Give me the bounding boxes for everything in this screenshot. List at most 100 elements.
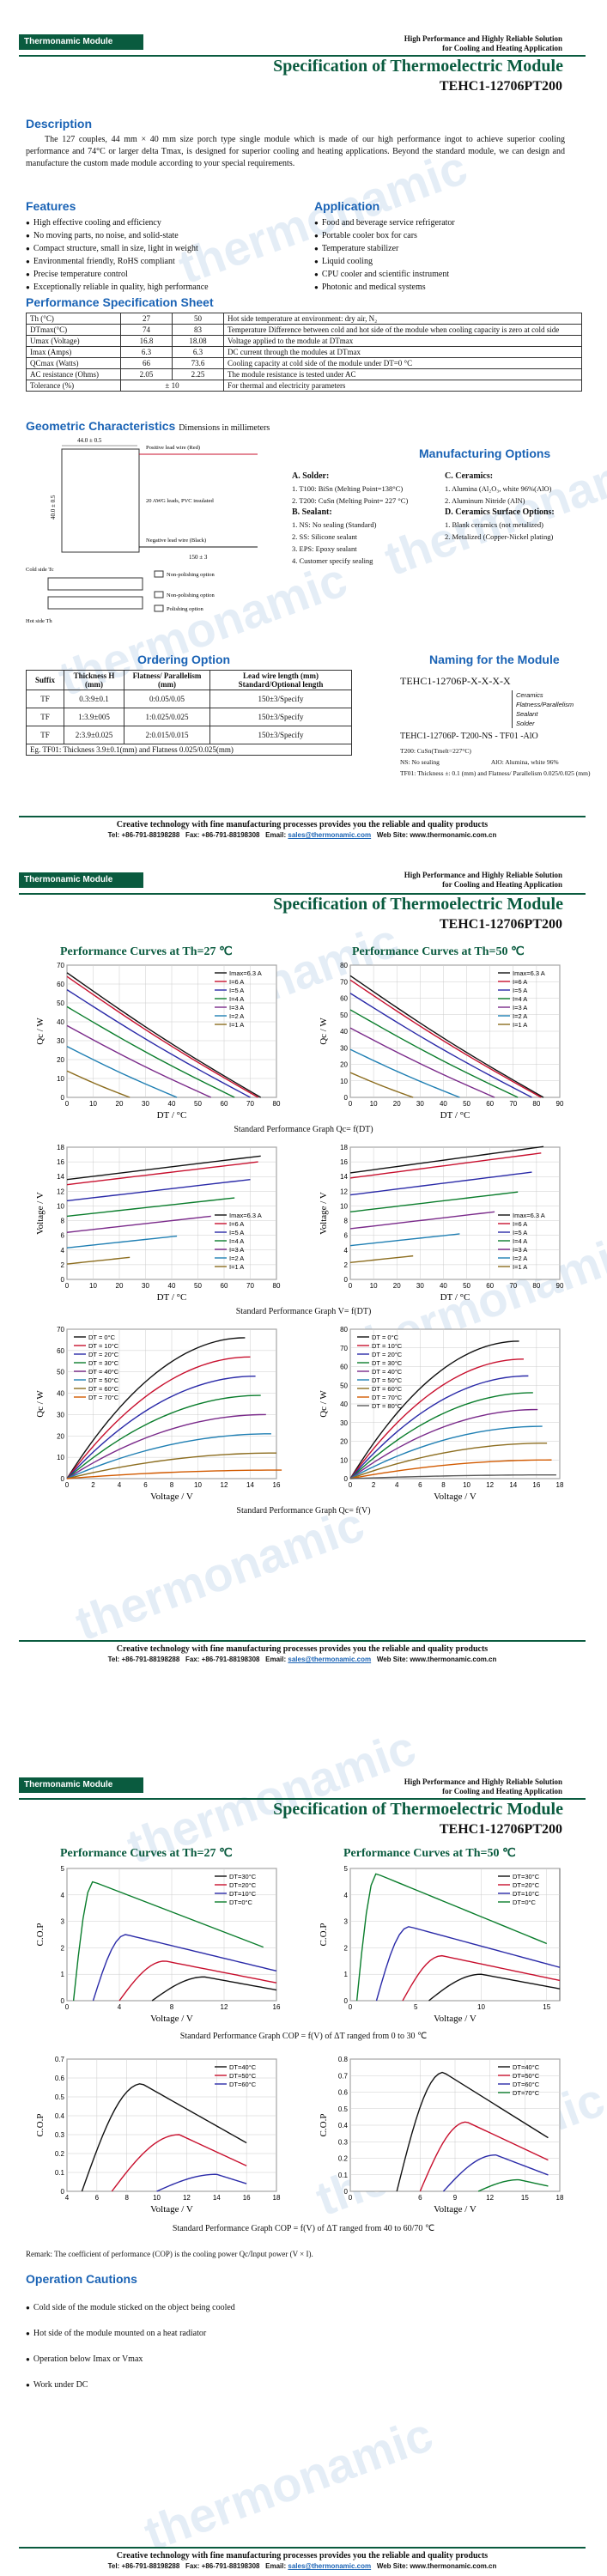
lead-length-label: 150 ± 3 xyxy=(189,554,208,561)
tagline-line2: for Cooling and Heating Application xyxy=(442,880,562,889)
legend-label: DT = 40°C xyxy=(88,1368,119,1376)
x-tick-label: 10 xyxy=(477,2003,485,2011)
list-item: Photonic and medical systems xyxy=(314,281,589,294)
x-tick-label: 0 xyxy=(349,2194,353,2202)
x-axis-label: Voltage / V xyxy=(434,2014,476,2024)
x-tick-label: 70 xyxy=(509,1100,517,1108)
legend-label: I=4 A xyxy=(513,995,527,1003)
features-heading: Features xyxy=(26,199,76,213)
table-cell: 6.3 xyxy=(172,346,224,358)
y-tick-label: 0 xyxy=(61,1475,65,1483)
chart-qc-dt-50: 0 10 20 30 40 50 60 70 80 90 0 10 20 30 40 50 60 70 80 DT /… xyxy=(319,962,564,1121)
naming-label: Ceramics xyxy=(516,691,543,699)
list-item: Portable cooler box for cars xyxy=(314,229,589,242)
series-line xyxy=(66,1433,271,1479)
legend-label: I=2 A xyxy=(513,1255,527,1262)
x-tick-label: 12 xyxy=(221,2003,228,2011)
x-tick-label: 4 xyxy=(118,1481,122,1489)
legend-label: DT=0°C xyxy=(513,1899,537,1906)
footer-email-link[interactable]: sales@thermonamic.com xyxy=(288,2562,372,2570)
module-side-view xyxy=(47,577,143,591)
table-cell: TF xyxy=(26,690,64,708)
naming-notes: T200: CuSn(Tmelt=227°C) NS: No sealing Al… xyxy=(400,745,598,779)
y-tick-label: 3 xyxy=(61,1918,65,1926)
y-tick-label: 40 xyxy=(57,1390,64,1398)
x-tick-label: 80 xyxy=(273,1282,281,1290)
legend-label: I=4 A xyxy=(229,1237,244,1245)
y-tick-label: 0 xyxy=(344,1475,349,1483)
footer-contact: Tel: +86-791-88198288 Fax: +86-791-88198… xyxy=(19,1655,586,1665)
list-item: Hot side of the module mounted on a heat… xyxy=(26,2327,235,2340)
y-tick-label: 80 xyxy=(340,962,348,969)
list-item: Exceptionally reliable in quality, high … xyxy=(26,281,300,294)
y-tick-label: 0.4 xyxy=(338,2122,349,2129)
legend-label: DT=60°C xyxy=(513,2081,540,2088)
legend-label: Imax=6.3 A xyxy=(513,1212,545,1219)
y-tick-label: 20 xyxy=(340,1061,348,1069)
y-tick-label: 10 xyxy=(57,1454,64,1461)
y-tick-label: 0 xyxy=(344,1276,349,1284)
model-number: TEHC1-12706PT200 xyxy=(439,79,562,94)
table-cell: 18.08 xyxy=(172,335,224,347)
footer-email-link[interactable]: sales@thermonamic.com xyxy=(288,1656,372,1663)
y-tick-label: 30 xyxy=(57,1411,64,1419)
series-line xyxy=(349,1392,533,1479)
tagline-line1: High Performance and Highly Reliable Sol… xyxy=(404,1777,562,1786)
y-tick-label: 60 xyxy=(57,981,64,988)
series-line xyxy=(349,1048,460,1098)
seal-option-2 xyxy=(154,591,164,598)
naming-label: Solder xyxy=(516,720,535,727)
x-tick-label: 18 xyxy=(273,2194,281,2202)
series-line xyxy=(355,1873,548,2002)
table-cell: 150±3/Specify xyxy=(209,690,352,708)
x-tick-label: 8 xyxy=(170,2003,174,2011)
footer-email-link[interactable]: sales@thermonamic.com xyxy=(288,831,372,839)
x-tick-label: 10 xyxy=(89,1100,97,1108)
naming-note-row: NS: No sealing AlO: Alumina, white 96% xyxy=(400,756,598,768)
ordering-col: Flatness/ Parallelism (mm) xyxy=(124,670,210,690)
x-tick-label: 70 xyxy=(246,1282,254,1290)
sealant-option: 4. Customer specify sealing xyxy=(292,556,373,565)
legend-label: I=5 A xyxy=(513,1229,527,1236)
y-tick-label: 0.3 xyxy=(55,2131,65,2139)
footer-slogan: Creative technology with fine manufactur… xyxy=(116,2551,489,2561)
legend-label: I=6 A xyxy=(229,1220,244,1228)
series-line xyxy=(442,2154,549,2192)
table-cell: 73.6 xyxy=(172,357,224,369)
footer-web: Web Site: www.thermonamic.com.cn xyxy=(376,2562,497,2570)
y-tick-label: 0 xyxy=(61,1997,65,2005)
legend-label: DT = 10°C xyxy=(88,1342,119,1350)
x-tick-label: 6 xyxy=(143,1481,148,1489)
y-tick-label: 0.7 xyxy=(338,2072,349,2080)
y-tick-label: 0.1 xyxy=(338,2172,349,2179)
table-cell: 50 xyxy=(172,313,224,325)
x-tick-label: 6 xyxy=(95,2194,100,2202)
x-tick-label: 10 xyxy=(153,2194,161,2202)
legend-label: I=2 A xyxy=(229,1255,244,1262)
table-row: DTmax(°C) 74 83 Temperature Difference betw… xyxy=(26,324,582,336)
series-line xyxy=(428,1973,561,2002)
table-cell: 1:3.9±005 xyxy=(64,708,124,726)
application-heading: Application xyxy=(314,199,380,213)
legend-label: DT = 40°C xyxy=(372,1368,403,1376)
x-tick-label: 20 xyxy=(116,1282,124,1290)
table-row: TF 2:3.9±0.025 2:0.015/0.015 150±3/Specify xyxy=(26,726,352,744)
series-line xyxy=(66,1256,131,1265)
tagline: High Performance and Highly Reliable Sol… xyxy=(404,871,562,890)
series-line xyxy=(349,1009,519,1098)
y-tick-label: 0.2 xyxy=(338,2155,349,2163)
y-tick-label: 2 xyxy=(61,1944,65,1952)
legend-label: DT = 20°C xyxy=(88,1351,119,1358)
x-tick-label: 6 xyxy=(418,1481,422,1489)
legend-label: DT = 10°C xyxy=(372,1342,403,1350)
series-line xyxy=(349,1171,532,1196)
y-tick-label: 2 xyxy=(61,1261,65,1269)
series-line xyxy=(349,1459,552,1479)
footer-email-label: Email: xyxy=(265,831,287,839)
page-title: Specification of Thermoelectric Module xyxy=(273,57,563,76)
y-tick-label: 0.4 xyxy=(55,2112,65,2120)
list-item: Compact structure, small in size, light … xyxy=(26,242,300,255)
series-line xyxy=(66,975,258,1098)
seal-option-3-label: Polishing option xyxy=(167,606,204,612)
